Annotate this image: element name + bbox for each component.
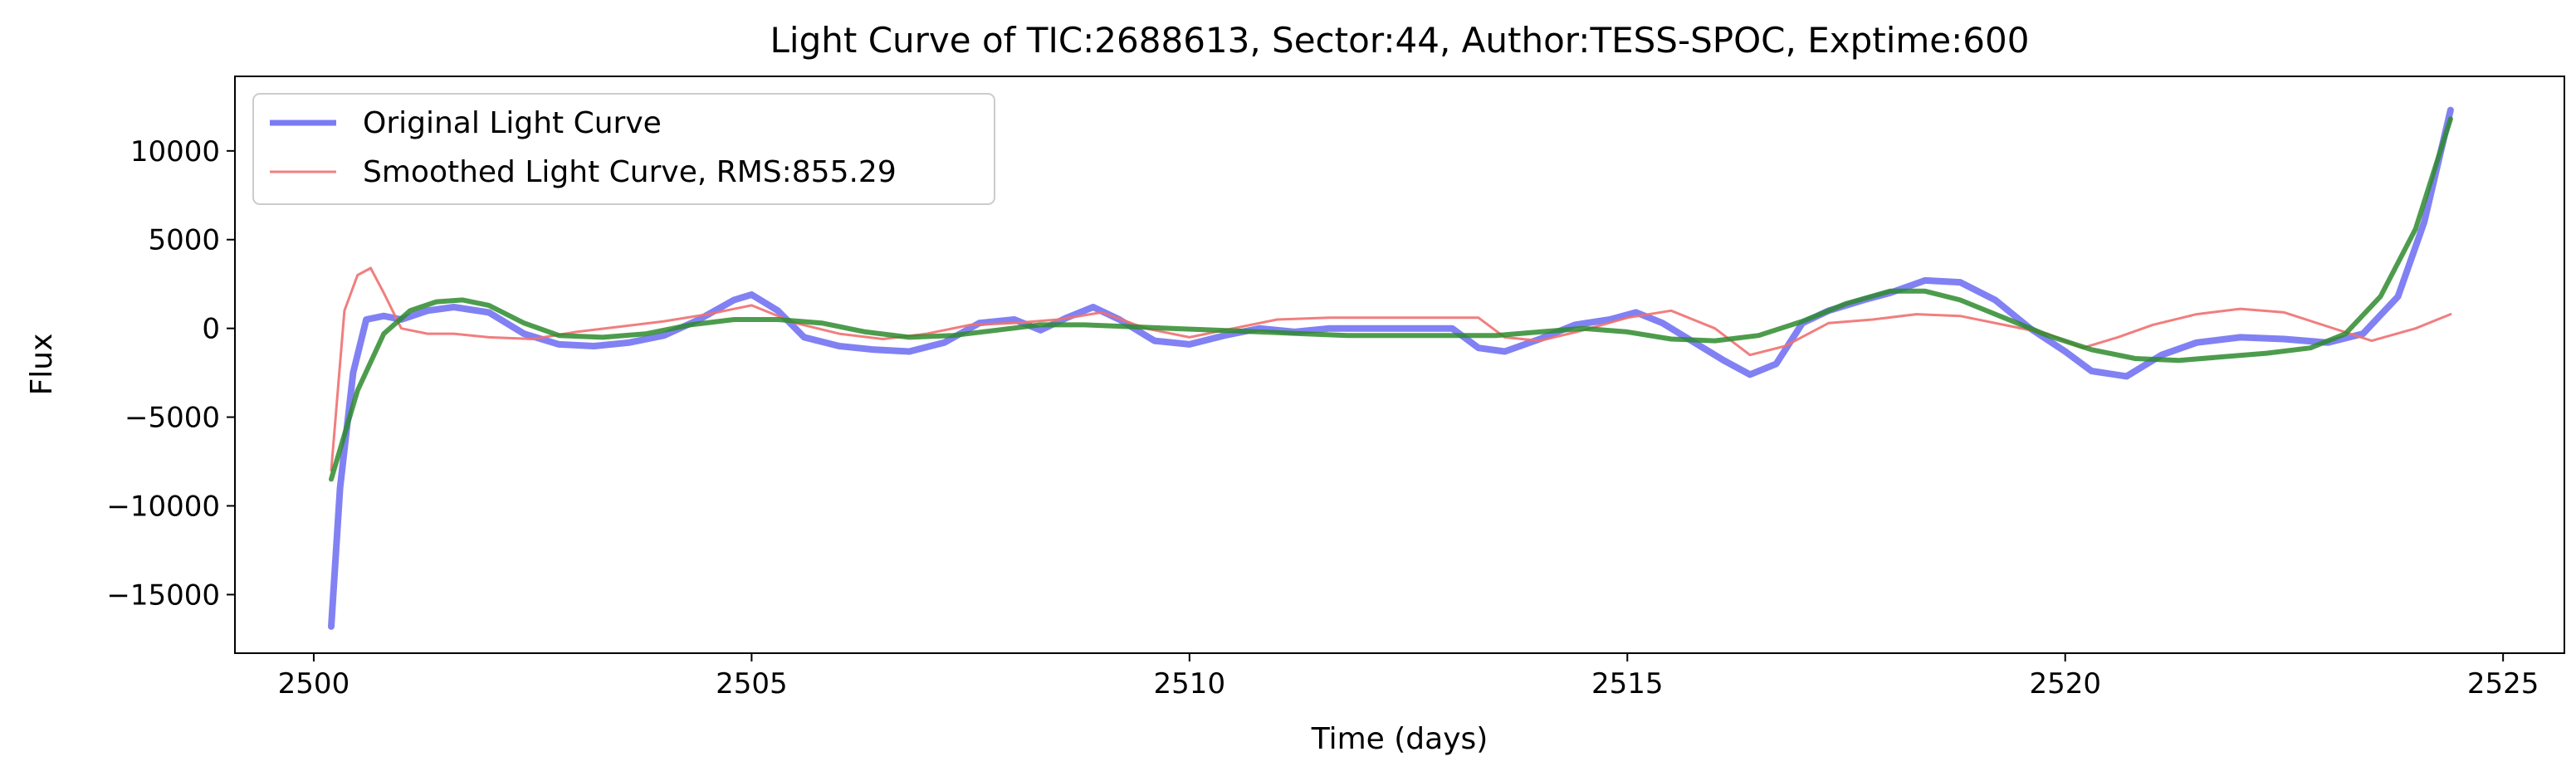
- y-tick-label: −15000: [106, 578, 220, 612]
- y-tick-label: −5000: [125, 402, 220, 435]
- legend: Original Light Curve Smoothed Light Curv…: [252, 93, 995, 205]
- y-tick-label: 10000: [130, 135, 220, 168]
- x-tick-label: 2510: [1154, 667, 1226, 700]
- legend-label-smoothed: Smoothed Light Curve, RMS:855.29: [363, 155, 897, 189]
- plot-area-frame: [234, 76, 2565, 654]
- chart-title: Light Curve of TIC:2688613, Sector:44, A…: [770, 20, 2030, 61]
- series-layer: [328, 106, 2454, 630]
- series-line-0: [328, 106, 2454, 630]
- x-tick-label: 2500: [278, 667, 350, 700]
- x-tick-label: 2515: [1591, 667, 1664, 700]
- x-tick-label: 2505: [716, 667, 788, 700]
- y-tick-label: −10000: [106, 491, 220, 524]
- y-tick-label: 5000: [148, 224, 220, 257]
- legend-label-original: Original Light Curve: [363, 106, 662, 140]
- y-axis: −15000 −10000 −5000 0 5000 10000: [106, 135, 235, 612]
- x-tick-label: 2520: [2029, 667, 2101, 700]
- x-axis-title: Time (days): [1311, 722, 1488, 756]
- series-line-2: [329, 116, 2453, 482]
- x-axis: 2500 2505 2510 2515 2520 2525: [278, 653, 2539, 700]
- y-axis-title: Flux: [25, 334, 59, 396]
- legend-box: [252, 93, 995, 205]
- y-tick-label: 0: [202, 313, 220, 346]
- x-tick-label: 2525: [2467, 667, 2539, 700]
